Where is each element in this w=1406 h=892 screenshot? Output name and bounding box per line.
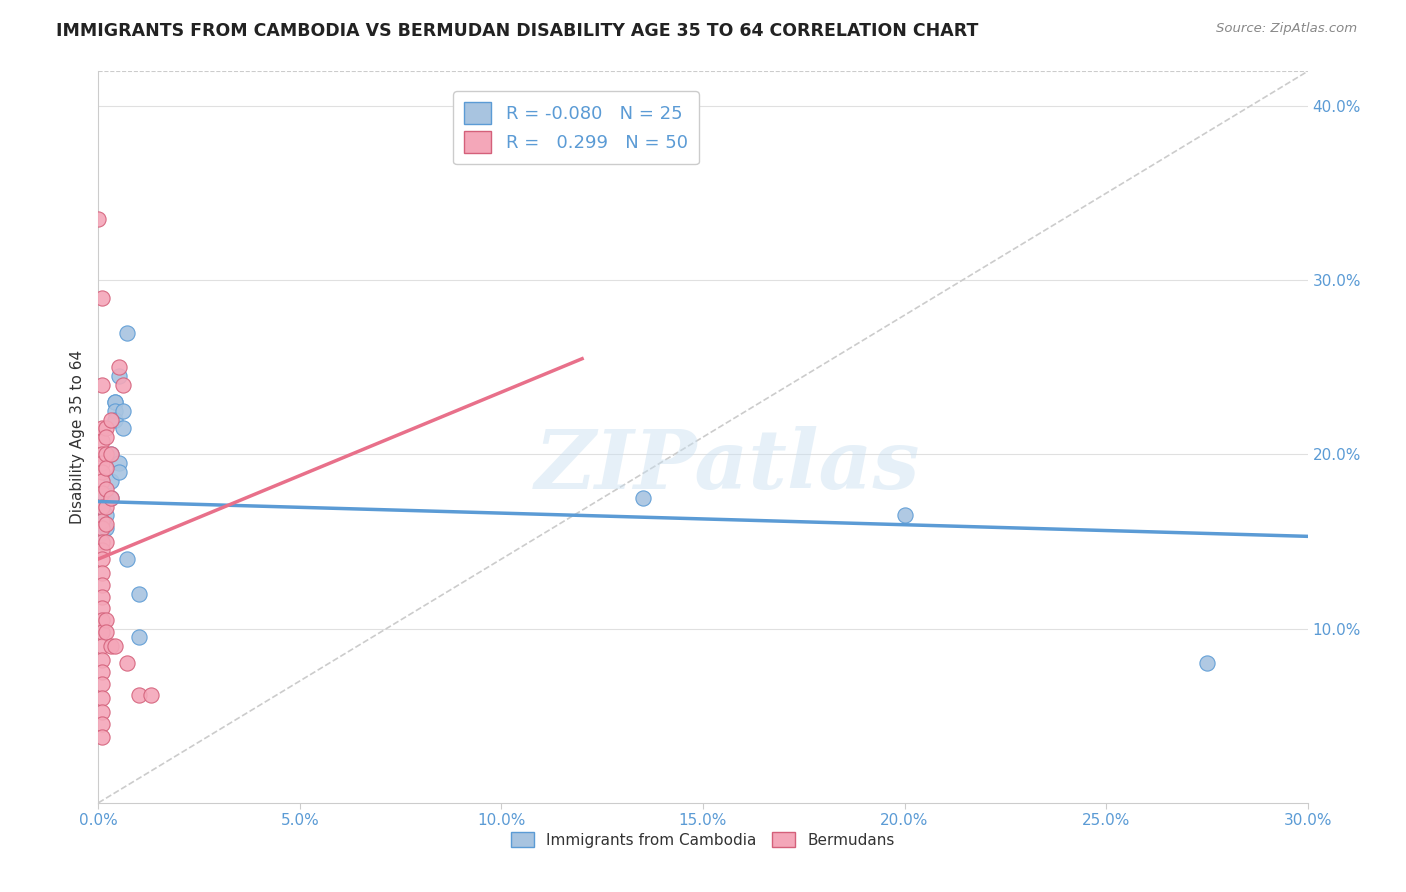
Point [91,578,114,592]
Point [91,534,114,549]
Legend: Immigrants from Cambodia, Bermudans: Immigrants from Cambodia, Bermudans [505,825,901,854]
Point [91,291,114,305]
Point [893,508,915,523]
Point [91,705,114,719]
Point [96,521,118,535]
Point [91,500,114,514]
Point [91,717,114,731]
Point [91,625,114,640]
Point [96,534,118,549]
Point [96,461,118,475]
Point [96,448,118,462]
Point [100,412,122,426]
Point [103,404,125,418]
Point [91,552,114,566]
Point [631,491,654,505]
Point [91,665,114,680]
Point [91,613,114,627]
Point [91,639,114,653]
Point [103,395,125,409]
Point [91,543,114,558]
Point [100,491,122,505]
Point [128,688,150,702]
Point [100,448,122,462]
Point [96,613,118,627]
Text: ZIPatlas: ZIPatlas [534,426,920,507]
Point [91,730,114,744]
Point [87,212,110,227]
Point [91,421,114,435]
Point [111,404,134,418]
Point [91,517,114,532]
Point [115,326,138,340]
Point [91,474,114,488]
Point [103,639,125,653]
Text: IMMIGRANTS FROM CAMBODIA VS BERMUDAN DISABILITY AGE 35 TO 64 CORRELATION CHART: IMMIGRANTS FROM CAMBODIA VS BERMUDAN DIS… [56,22,979,40]
Point [91,448,114,462]
Point [91,591,114,605]
Text: Source: ZipAtlas.com: Source: ZipAtlas.com [1216,22,1357,36]
Point [103,412,125,426]
Y-axis label: Disability Age 35 to 64: Disability Age 35 to 64 [69,350,84,524]
Point [107,456,129,470]
Point [96,500,118,514]
Point [103,395,125,409]
Point [100,639,122,653]
Point [139,688,162,702]
Point [91,677,114,691]
Point [96,483,118,497]
Point [91,465,114,479]
Point [96,430,118,444]
Point [1195,657,1218,671]
Point [96,491,118,505]
Point [128,587,150,601]
Point [115,657,138,671]
Point [128,631,150,645]
Point [91,653,114,667]
Point [111,377,134,392]
Point [107,465,129,479]
Point [91,691,114,706]
Point [91,485,114,500]
Point [91,521,114,535]
Point [107,360,129,375]
Point [100,491,122,505]
Point [111,421,134,435]
Point [96,517,118,532]
Point [96,421,118,435]
Point [91,514,114,528]
Point [91,500,114,514]
Point [91,600,114,615]
Point [96,625,118,640]
Point [100,448,122,462]
Point [100,474,122,488]
Point [91,525,114,540]
Point [107,369,129,384]
Point [96,508,118,523]
Point [115,552,138,566]
Point [91,434,114,448]
Point [91,566,114,580]
Point [91,456,114,470]
Point [91,377,114,392]
